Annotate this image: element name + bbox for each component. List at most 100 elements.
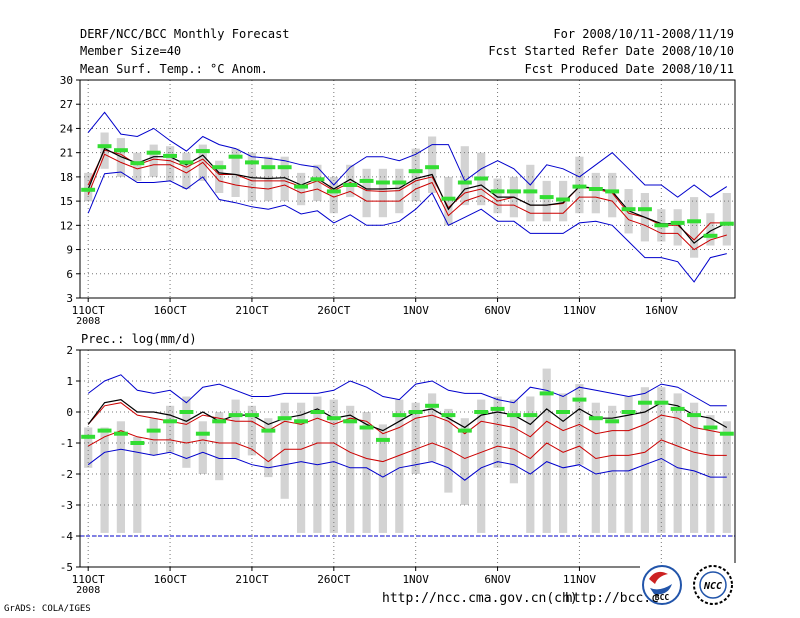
y-tick-label: 0 xyxy=(66,406,73,419)
observed-mark xyxy=(392,180,407,185)
series-line-lo_red xyxy=(87,153,727,251)
observed-mark xyxy=(457,180,472,185)
spread-box xyxy=(460,418,469,505)
spread-box xyxy=(722,421,731,533)
spread-box xyxy=(706,415,715,533)
observed-mark xyxy=(605,189,620,194)
y-tick-label: 2 xyxy=(66,344,73,357)
bcc-logo-text: BCC xyxy=(655,593,670,602)
year-label: 2008 xyxy=(76,316,100,327)
precipitation-panel: -5 -4 -3 -2 -1 0 1 2 11OCT 16OCT 21OCT 26OCT 1NOV 6NO… xyxy=(60,344,736,596)
y-tick-label: 18 xyxy=(60,171,73,184)
spread-box xyxy=(444,408,453,493)
spread-box xyxy=(608,405,617,533)
prec-panel-label: Prec.: log(mm/d) xyxy=(81,332,197,346)
spread-box xyxy=(198,421,207,474)
x-tick-label: 26OCT xyxy=(317,573,350,586)
observed-mark xyxy=(212,165,227,170)
spread-box xyxy=(149,144,158,177)
observed-mark xyxy=(97,428,112,433)
spread-box xyxy=(624,396,633,533)
spread-box xyxy=(166,146,175,181)
observed-mark xyxy=(81,187,96,192)
spread-box xyxy=(182,396,191,468)
spread-box xyxy=(477,399,486,533)
series-line-upper xyxy=(87,111,728,198)
spread-box xyxy=(542,180,551,222)
observed-mark xyxy=(687,219,701,224)
spread-box xyxy=(297,172,306,206)
temperature-panel: 3 6 9 12 15 18 21 24 27 30 11OCT 16OCT 21OCT 26OCT 1NO… xyxy=(60,74,736,327)
y-tick-label: 3 xyxy=(66,292,73,305)
x-tick-label: 16NOV xyxy=(645,304,678,317)
y-tick-label: -5 xyxy=(60,561,73,574)
url-english[interactable]: http://bcc.c xyxy=(565,591,659,606)
url-chinese[interactable]: http://ncc.cma.gov.cn(ch) xyxy=(382,591,578,606)
observed-mark xyxy=(146,150,161,155)
observed-mark xyxy=(114,431,128,436)
spread-box xyxy=(280,156,289,202)
spread-box xyxy=(428,393,437,462)
observed-mark xyxy=(277,416,292,421)
x-tick-label: 6NOV xyxy=(484,573,511,586)
observed-mark xyxy=(490,406,505,411)
observed-mark xyxy=(408,410,423,414)
observed-mark xyxy=(130,161,145,166)
observed-mark xyxy=(114,148,128,153)
spread-box xyxy=(559,393,568,533)
spread-box xyxy=(215,412,224,481)
ncc-logo-text: NCC xyxy=(703,581,722,592)
spread-box xyxy=(493,178,502,214)
spread-box xyxy=(182,152,191,189)
spread-box xyxy=(411,148,420,202)
y-tick-label: -4 xyxy=(60,530,74,543)
observed-mark xyxy=(539,391,554,396)
year-label: 2008 xyxy=(76,585,100,596)
observed-mark xyxy=(97,144,112,149)
observed-mark xyxy=(245,413,259,418)
spread-box xyxy=(526,396,535,533)
series-line-mean xyxy=(87,147,728,244)
series-line-lower xyxy=(87,448,727,481)
observed-mark xyxy=(277,165,292,170)
observed-mark xyxy=(245,160,259,165)
observed-mark xyxy=(507,413,521,418)
observed-mark xyxy=(654,400,669,405)
spread-box xyxy=(133,436,142,533)
observed-mark xyxy=(539,195,554,200)
observed-mark xyxy=(408,169,423,174)
spread-box xyxy=(378,168,387,218)
spread-box xyxy=(297,402,306,533)
observed-mark xyxy=(376,180,390,185)
chart-title: DERF/NCC/BCC Monthly Forecast xyxy=(80,27,290,41)
observed-mark xyxy=(376,437,390,442)
plot-frame xyxy=(79,79,736,299)
observed-mark xyxy=(212,419,227,424)
forecast-period: For 2008/10/11-2008/11/19 xyxy=(553,27,734,41)
observed-mark xyxy=(195,431,210,436)
x-tick-label: 26OCT xyxy=(317,304,350,317)
observed-mark xyxy=(179,160,194,165)
spread-box xyxy=(673,393,682,533)
spread-box xyxy=(378,424,387,533)
y-tick-label: -3 xyxy=(60,499,73,512)
y-tick-label: 1 xyxy=(66,375,73,388)
spread-box xyxy=(116,421,125,533)
observed-mark xyxy=(228,413,243,418)
observed-mark xyxy=(507,189,521,194)
observed-mark xyxy=(425,403,439,408)
observed-mark xyxy=(605,419,620,424)
y-tick-label: 6 xyxy=(66,268,73,281)
y-tick-label: 9 xyxy=(66,244,73,257)
observed-mark xyxy=(326,416,341,421)
observed-mark xyxy=(457,428,472,433)
observed-mark xyxy=(670,406,685,411)
y-tick-label: 24 xyxy=(60,122,74,135)
observed-mark xyxy=(687,413,701,418)
spread-box xyxy=(231,399,240,459)
observed-mark xyxy=(621,410,636,414)
spread-box xyxy=(149,418,158,456)
series-line-hi_red xyxy=(87,149,727,241)
y-tick-label: 12 xyxy=(60,219,73,232)
observed-mark xyxy=(670,220,685,225)
